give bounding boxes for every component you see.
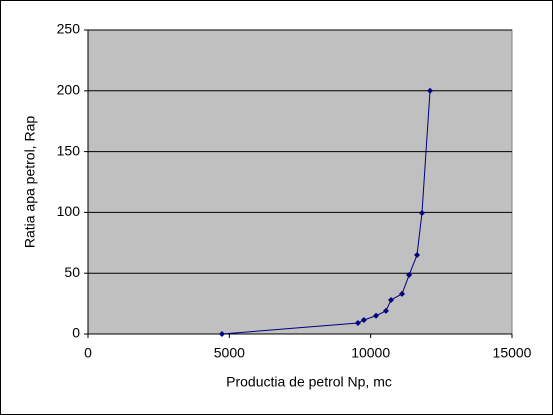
x-tick-label: 10000 — [351, 345, 390, 361]
x-tick-label: 15000 — [493, 345, 532, 361]
y-tick-label: 200 — [57, 82, 81, 98]
y-tick-label: 50 — [64, 264, 80, 280]
point — [382, 307, 389, 314]
x-tick-label: 5000 — [214, 345, 245, 361]
plot-area — [87, 29, 513, 335]
point — [354, 320, 361, 327]
point — [399, 290, 406, 297]
point — [218, 331, 225, 337]
y-axis-label: Ratia apa petrol, Rap — [22, 116, 38, 249]
x-axis-label: Productia de petrol Np, mc — [226, 374, 392, 390]
point — [360, 317, 367, 324]
point — [418, 210, 425, 217]
x-tick-label: 0 — [84, 345, 92, 361]
y-tick-label: 0 — [72, 325, 80, 341]
y-tick-label: 100 — [57, 203, 81, 219]
point — [414, 251, 421, 258]
y-tick-label: 250 — [57, 21, 81, 37]
point — [388, 296, 395, 303]
y-tick-label: 150 — [57, 142, 81, 158]
point — [427, 87, 434, 94]
point — [406, 272, 413, 279]
point — [373, 312, 380, 319]
